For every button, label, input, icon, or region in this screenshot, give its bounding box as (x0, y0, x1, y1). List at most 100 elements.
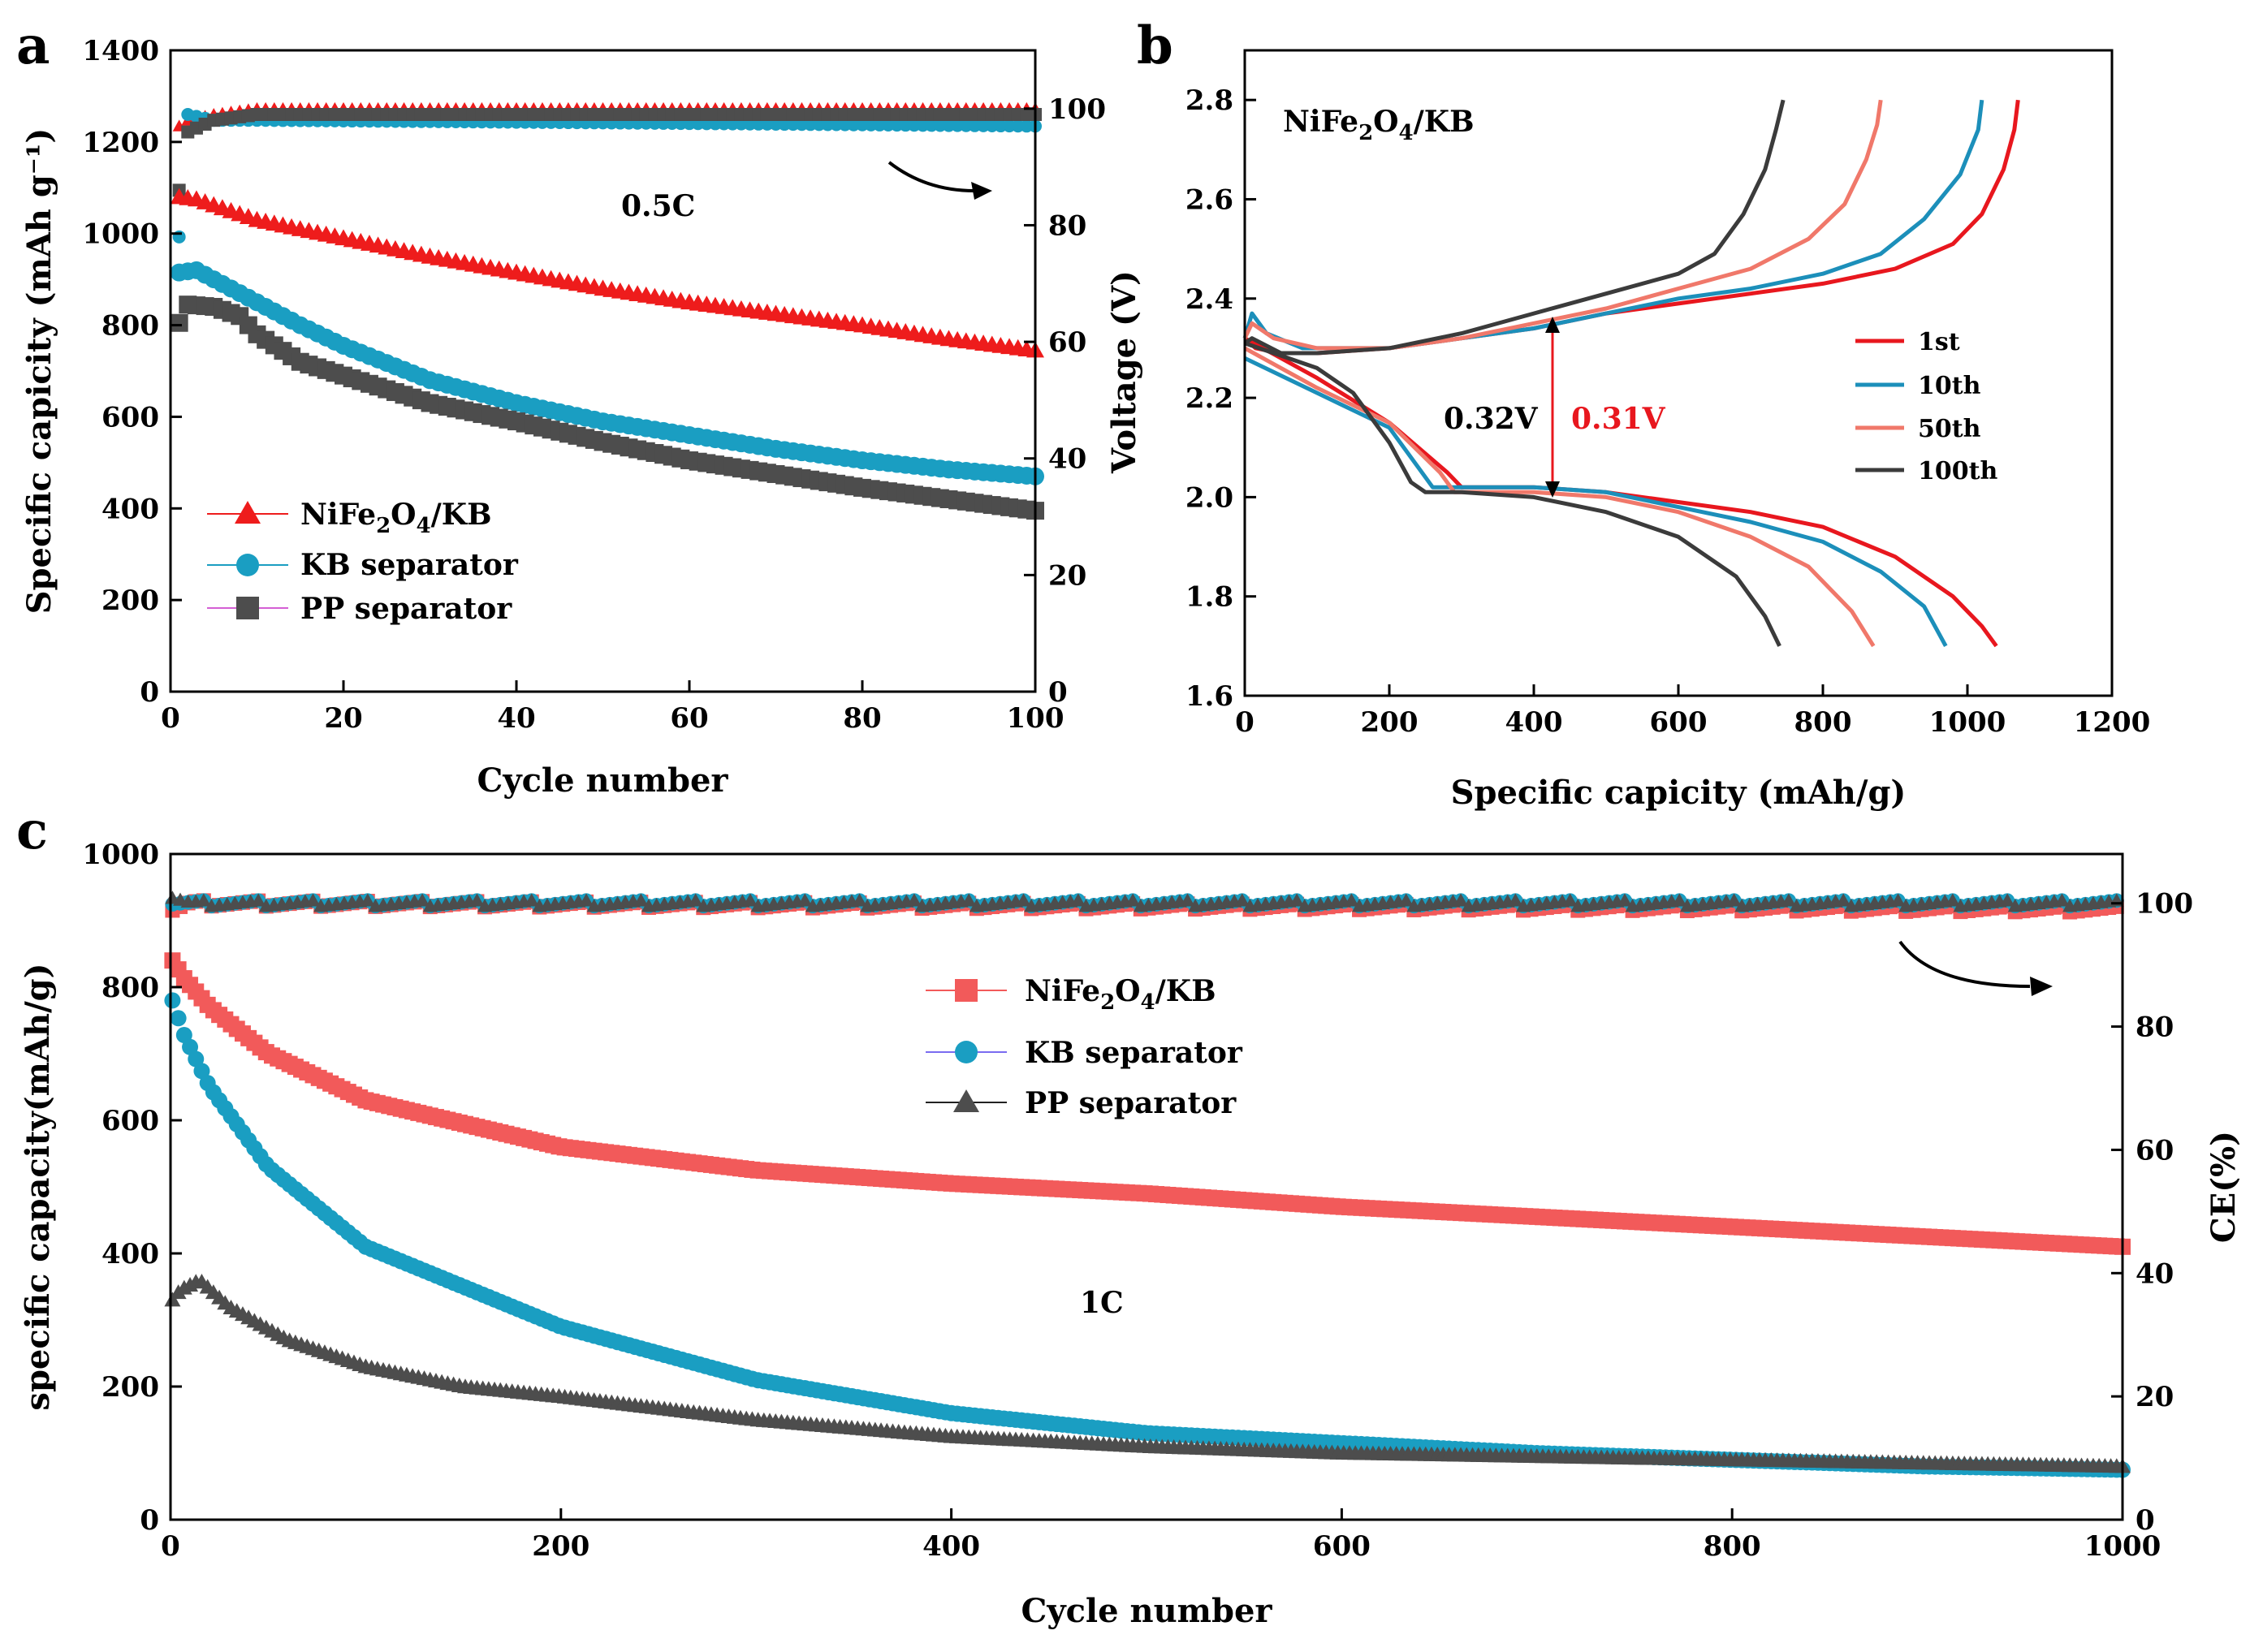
panel-c-legend: NiFe2O4/KB KB separator PP separator (926, 974, 1243, 1120)
ce-marker (633, 893, 649, 907)
legend-c-item-2: KB separator (926, 1036, 1243, 1070)
ce-marker (1617, 893, 1632, 907)
a-y2-tick-label: 100 (1048, 93, 1106, 126)
ce-marker (360, 893, 375, 907)
legend-circle-marker (236, 554, 259, 576)
capacity-marker (170, 313, 188, 332)
c-y2-tick-label: 0 (2136, 1504, 2155, 1537)
ce-marker (1562, 893, 1578, 907)
c-y2-tick-label: 80 (2136, 1011, 2174, 1044)
panel-c-ylabel: specific capacity(mAh/g) (19, 963, 57, 1410)
panel-c-xlabel: Cycle number (1021, 1592, 1273, 1630)
c-x-tick-label: 1000 (2084, 1530, 2161, 1563)
panel-b-title: NiFe2O4/KB (1283, 105, 1475, 145)
legend-a-label-1: NiFe2O4/KB (300, 498, 492, 538)
c-y-tick-label: 1000 (82, 839, 159, 871)
voltage-gap-arrowhead-bottom (1545, 481, 1560, 498)
b-y-tick-label: 1.6 (1185, 680, 1233, 713)
b-y-tick-label: 2.8 (1185, 84, 1233, 117)
ce-marker (1234, 893, 1250, 907)
legend-a-label-3: PP separator (300, 592, 512, 626)
ce-marker (1945, 893, 1960, 907)
ce-marker (1016, 893, 1031, 907)
c-y2-tick-label: 20 (2136, 1381, 2174, 1413)
ce-marker (1070, 893, 1086, 907)
panel-c-annotation: 1C (1080, 1286, 1124, 1320)
a-y-tick-label: 200 (101, 584, 159, 617)
panel-label-b: b (1137, 15, 1173, 76)
a-x-tick-label: 80 (843, 702, 881, 735)
curve-10th-discharge (1243, 356, 1948, 647)
panel-a-arrow (887, 161, 975, 192)
curve-50th-discharge (1243, 346, 1876, 648)
ce-marker (415, 893, 430, 907)
legend-c-label-1: NiFe2O4/KB (1025, 974, 1216, 1015)
curve-100th-discharge (1244, 341, 1781, 647)
c-x-tick-label: 400 (922, 1530, 980, 1563)
c-y-tick-label: 200 (101, 1371, 159, 1404)
panel-b-series (1242, 99, 2020, 648)
a-y-tick-label: 1000 (82, 218, 159, 251)
legend-b-label-4: 100th (1918, 457, 1997, 485)
panel-a-xlabel: Cycle number (477, 761, 729, 800)
b-y-tick-label: 2.6 (1185, 183, 1233, 216)
legend-a-item-1: NiFe2O4/KB (207, 498, 492, 538)
capacity-marker (164, 992, 181, 1009)
b-x-tick-label: 1000 (1929, 706, 2006, 739)
panel-b-xlabel: Specific capicity (mAh/g) (1451, 774, 1907, 812)
panel-c-arrowhead (2030, 977, 2053, 996)
c-y2-tick-label: 40 (2136, 1257, 2174, 1290)
ce-marker (1398, 893, 1414, 907)
panel-c-ticks: 0 200 400 600 800 100002004006008001000020406… (82, 839, 2193, 1563)
ce-marker (196, 893, 211, 907)
capacity-marker (188, 1050, 205, 1068)
a-y-tick-label: 400 (101, 493, 159, 525)
b-y-tick-label: 1.8 (1185, 581, 1233, 614)
ce-marker (1453, 893, 1469, 907)
legend-b-label-3: 50th (1918, 415, 1981, 443)
panel-a-frame (169, 49, 1037, 693)
panel-c: c 0 200 400 600 800 1000020040060080010000204… (16, 800, 2243, 1630)
c-y-tick-label: 400 (101, 1238, 159, 1270)
legend-b-label-2: 10th (1918, 372, 1981, 400)
legend-b-item-4: 100th (1855, 457, 1997, 485)
c-x-tick-label: 200 (532, 1530, 589, 1563)
legend-a-item-3: PP separator (207, 592, 512, 626)
panel-a: a 0 20 40 60 80 10002004006008001000120014000… (16, 15, 1106, 800)
a-y2-tick-label: 0 (1048, 676, 1068, 709)
a-y-tick-label: 1200 (82, 127, 159, 159)
panel-b-gap-label-black: 0.32V (1444, 402, 1539, 436)
ce-marker (961, 893, 977, 907)
legend-c-label-3: PP separator (1025, 1086, 1237, 1120)
panel-b: b 0 200 400 600 800 1000 1200 1.6 1.8 2.0 2.2 2.4 2.… (1105, 15, 2150, 812)
panel-a-annotation: 0.5C (621, 189, 695, 223)
b-y-tick-label: 2.4 (1185, 283, 1233, 316)
ce-marker (852, 893, 867, 907)
legend-circle-marker (955, 1041, 978, 1063)
b-x-tick-label: 600 (1650, 706, 1708, 739)
ce-marker (1289, 893, 1305, 907)
panel-b-ylabel: Voltage (V) (1105, 270, 1143, 474)
ce-marker (579, 893, 594, 907)
a-y-tick-label: 800 (101, 310, 159, 343)
c-y2-tick-label: 60 (2136, 1134, 2174, 1167)
a-y-tick-label: 600 (101, 401, 159, 433)
panel-label-c: c (16, 800, 48, 861)
ce-marker (1180, 893, 1195, 907)
ce-marker (2000, 893, 2015, 907)
a-y2-tick-label: 40 (1048, 443, 1086, 476)
capacity-marker (193, 1063, 210, 1080)
a-y2-tick-label: 60 (1048, 326, 1086, 359)
panel-c-arrow (1898, 940, 2031, 988)
a-y2-tick-label: 20 (1048, 559, 1086, 592)
b-x-tick-label: 200 (1361, 706, 1419, 739)
panel-c-frame (169, 852, 2124, 1521)
legend-a-item-2: KB separator (207, 548, 519, 582)
panel-a-arrowhead (971, 182, 992, 200)
curve-100th-charge (1243, 99, 1786, 356)
legend-square-marker (955, 979, 978, 1002)
panel-label-a: a (16, 15, 50, 76)
ce-marker (1726, 893, 1742, 907)
panel-a-legend: NiFe2O4/KB KB separator PP separator (207, 498, 519, 626)
panel-c-series (164, 891, 2131, 1478)
